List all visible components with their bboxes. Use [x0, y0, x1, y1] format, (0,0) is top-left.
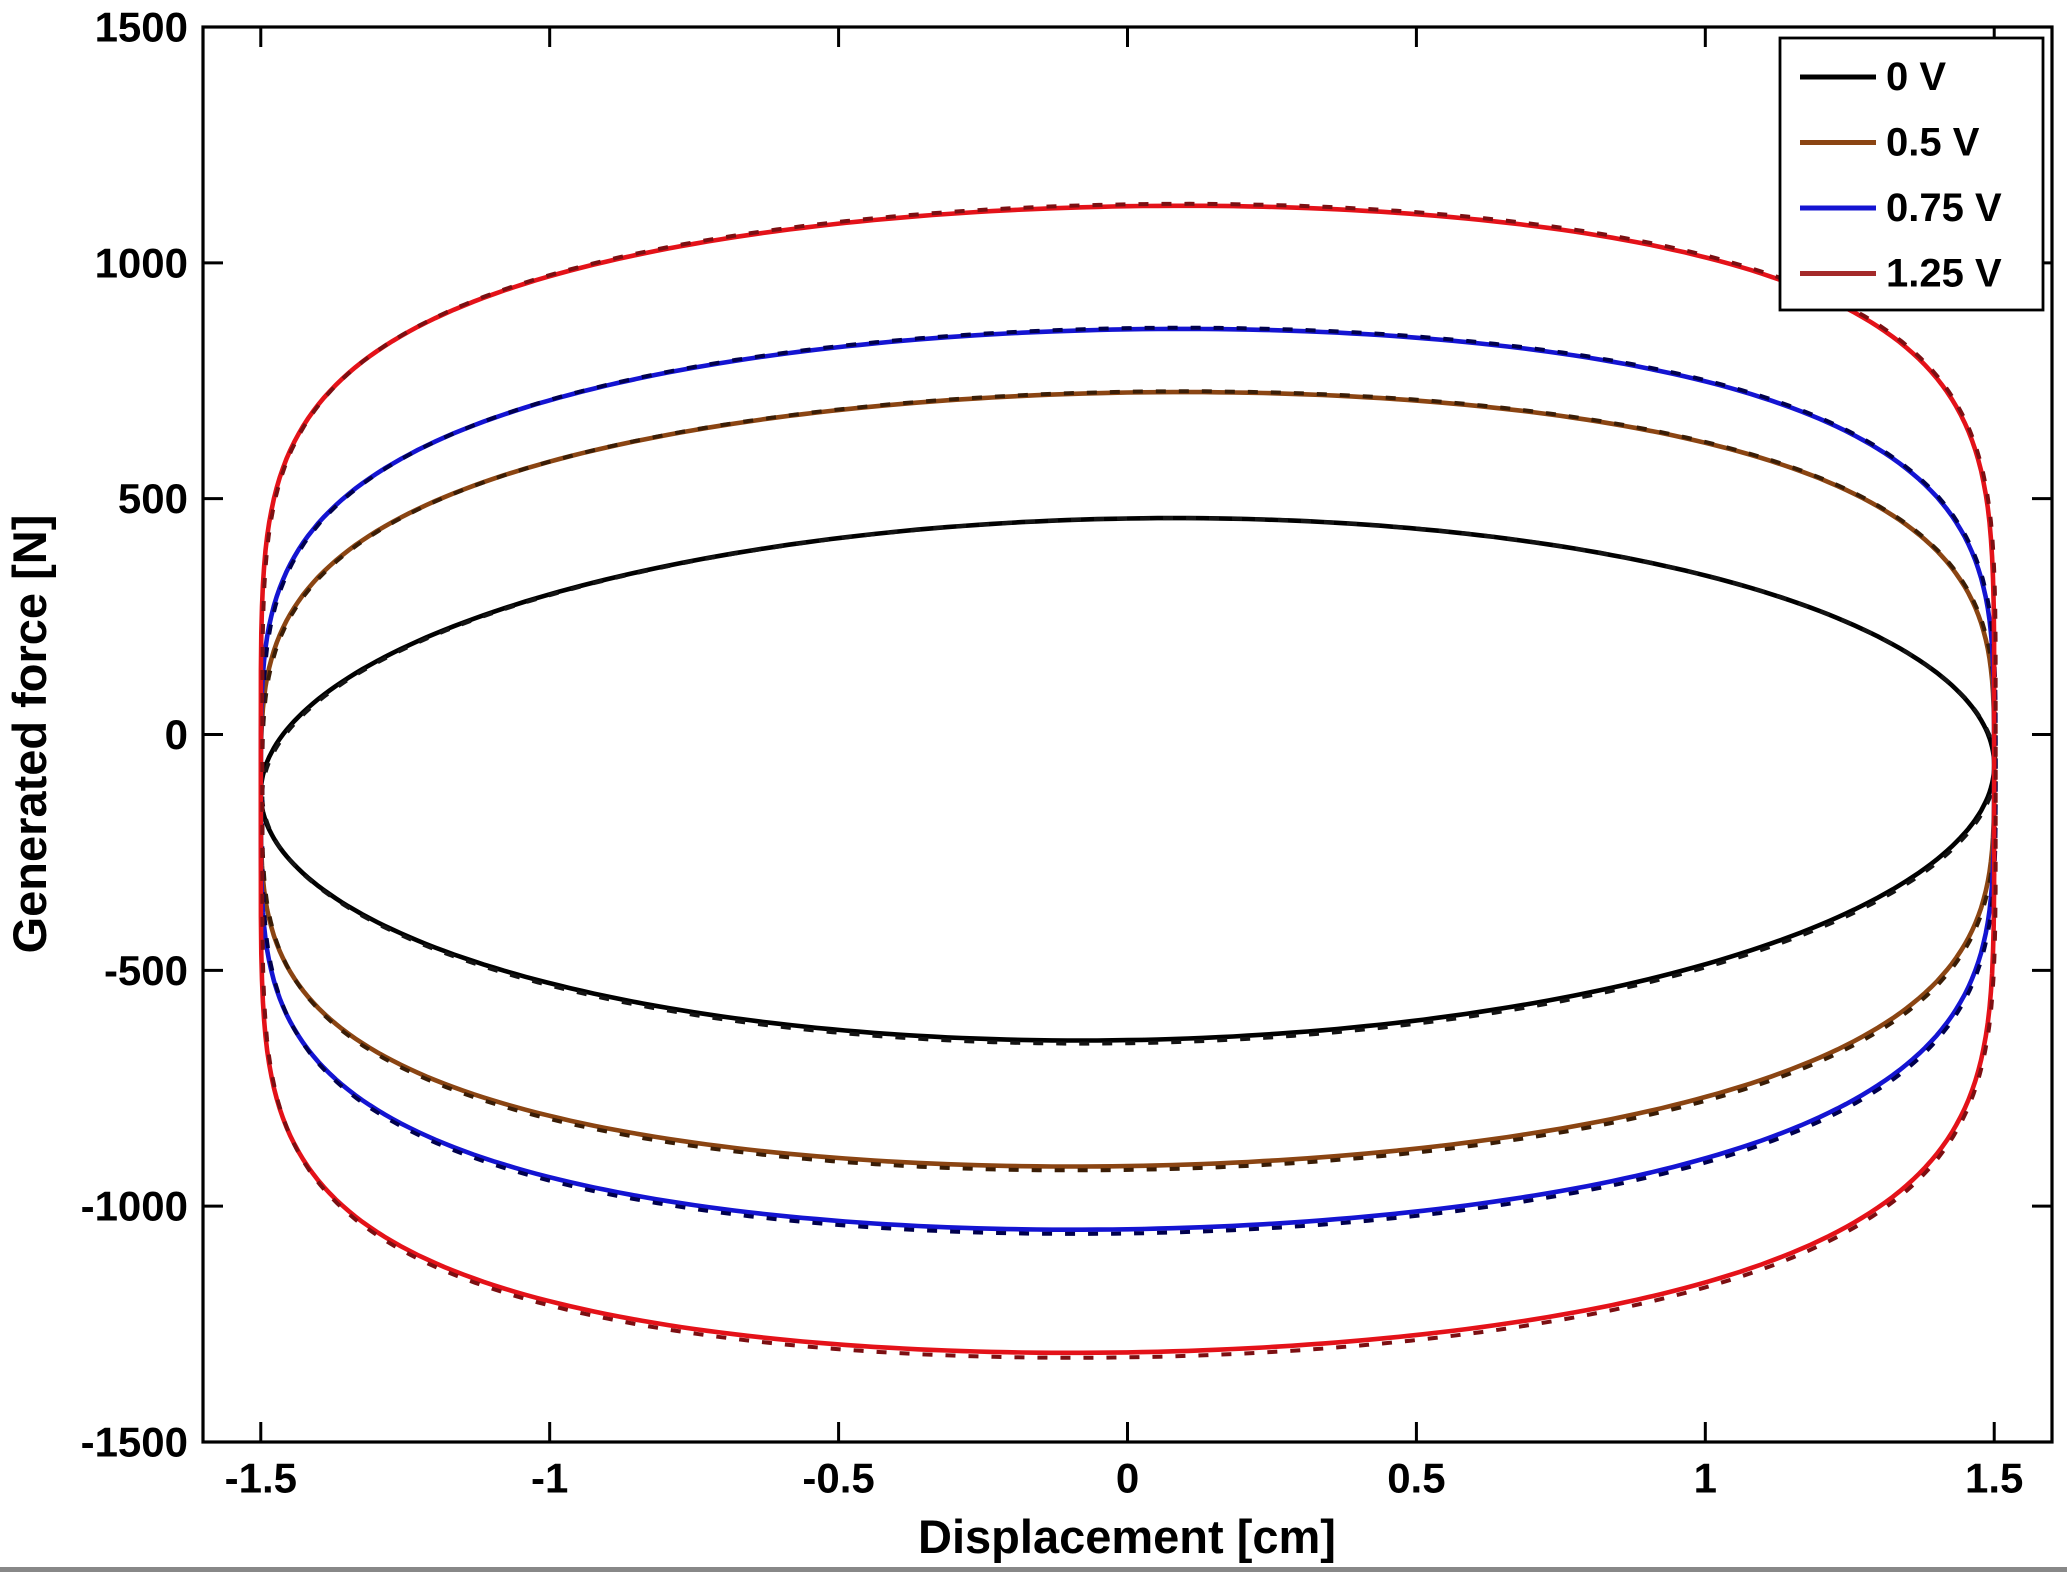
legend-label: 0.75 V — [1886, 186, 2002, 230]
legend-item-0V: 0 V — [1800, 55, 1946, 99]
loop-dashed-overlay — [260, 515, 1998, 1046]
x-tick-label: 0.5 — [1387, 1454, 1445, 1501]
x-tick-label: 1 — [1694, 1454, 1717, 1501]
legend-label: 0 V — [1886, 55, 1946, 99]
legend-label: 1.25 V — [1886, 252, 2002, 296]
legend-item-0.5V: 0.5 V — [1800, 121, 1980, 165]
y-axis-label: Generated force [N] — [3, 515, 56, 954]
plot-area — [258, 201, 1998, 1360]
loop-solid-line — [258, 203, 1997, 1356]
legend: 0 V 0.5 V 0.75 V 1.25 V — [1778, 36, 2045, 312]
tick-marks — [203, 25, 2052, 1444]
y-tick-label: 500 — [118, 475, 188, 522]
x-tick-label: 0 — [1116, 1454, 1139, 1501]
loop-dashed-overlay — [260, 201, 1998, 1360]
y-tick-label: -1500 — [81, 1419, 188, 1466]
legend-item-0.75V: 0.75 V — [1800, 186, 2002, 230]
series-loop-1.25V — [258, 201, 1998, 1360]
y-tick-label: 1000 — [95, 239, 188, 286]
tick-labels: -1.5 -1 -0.5 0 0.5 1 1.5 -1500 -1000 -500 0 500 1000… — [81, 4, 2024, 1502]
legend-item-1.25V: 1.25 V — [1800, 252, 2002, 296]
x-tick-label: -1 — [531, 1454, 568, 1501]
legend-label: 0.5 V — [1886, 121, 1980, 165]
x-tick-label: 1.5 — [1965, 1454, 2023, 1501]
x-tick-label: -0.5 — [802, 1454, 874, 1501]
x-axis-label: Displacement [cm] — [918, 1510, 1336, 1563]
x-tick-label: -1.5 — [225, 1454, 297, 1501]
legend-box — [1778, 36, 2045, 312]
y-tick-label: -1000 — [81, 1183, 188, 1230]
y-tick-label: -500 — [104, 947, 188, 994]
y-tick-label: 0 — [165, 711, 188, 758]
y-tick-label: 1500 — [95, 4, 188, 51]
